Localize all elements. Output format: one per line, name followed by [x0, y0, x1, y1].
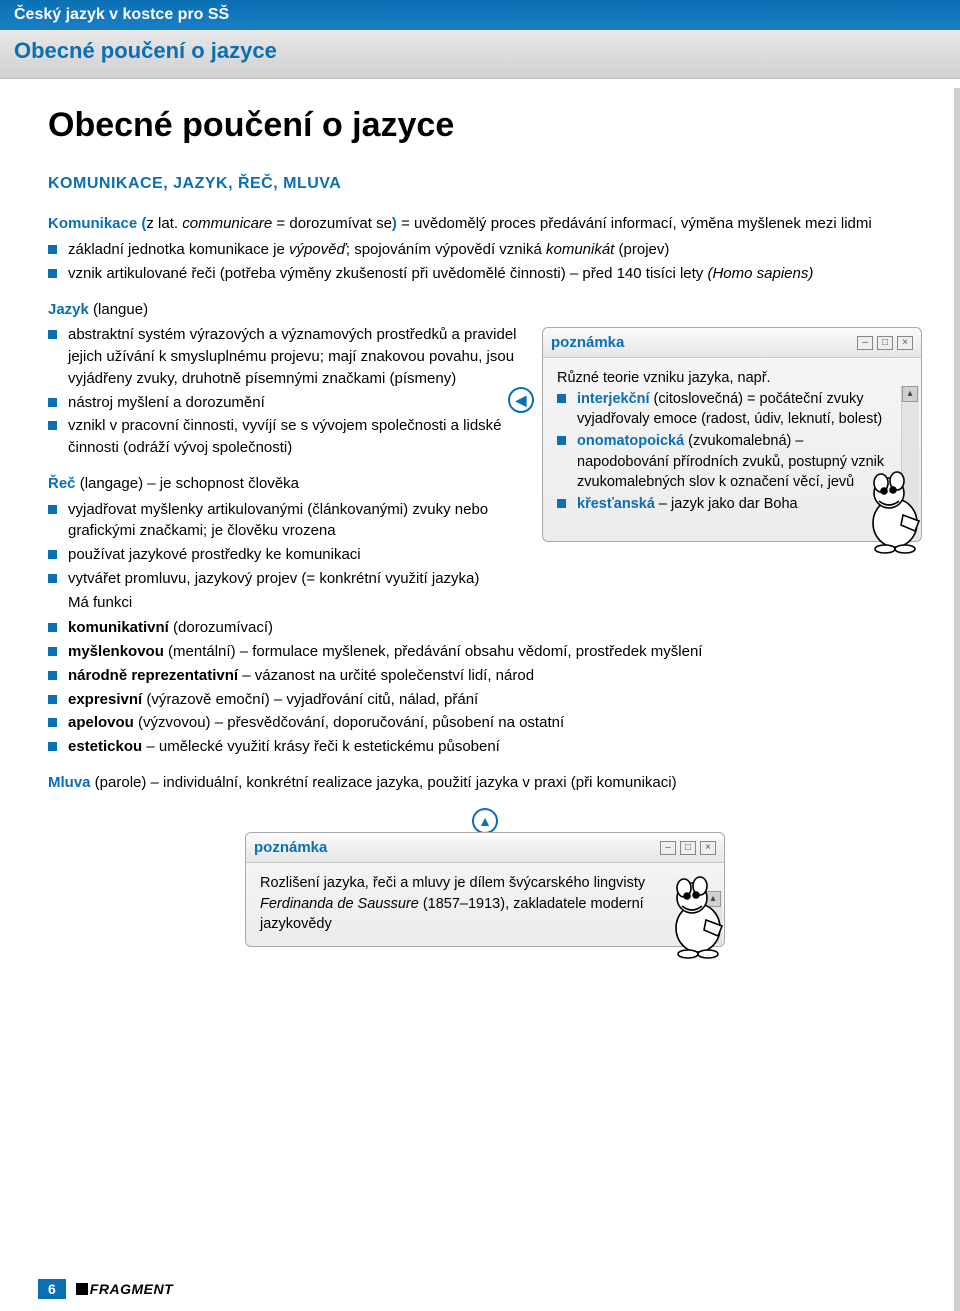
note1-title: poznámka [551, 332, 857, 354]
list-item: nástroj myšlení a dorozumění [48, 392, 518, 414]
note1-header: poznámka – □ × [543, 328, 921, 359]
rec-heading: Řeč (langage) – je schopnost člověka [48, 473, 518, 495]
jazyk-heading: Jazyk (langue) [48, 299, 518, 321]
note-box-1: poznámka – □ × ▴ Různé teorie vzniku jaz… [542, 327, 922, 542]
list-item: křesťanská – jazyk jako dar Boha [557, 494, 889, 514]
list-item: expresivní (výrazově emoční) – vyjadřová… [48, 689, 922, 711]
list-item: používat jazykové prostředky ke komunika… [48, 544, 518, 566]
left-column: Jazyk (langue) abstraktní systém výrazov… [48, 299, 518, 618]
book-title-banner: Český jazyk v kostce pro SŠ [0, 0, 960, 30]
list-item: myšlenkovou (mentální) – formulace myšle… [48, 641, 922, 663]
maximize-icon: □ [680, 841, 696, 855]
note-box-2: poznámka – □ × ▴ Rozlišení jazyka, řeči … [245, 832, 725, 948]
content-area: Obecné poučení o jazyce KOMUNIKACE, JAZY… [0, 79, 960, 1007]
section-heading: KOMUNIKACE, JAZYK, ŘEČ, MLUVA [48, 172, 922, 195]
two-column-row: Jazyk (langue) abstraktní systém výrazov… [48, 299, 922, 618]
arrow-up-icon: ▲ [472, 808, 498, 834]
mascot-icon-2 [654, 870, 738, 960]
chapter-banner: Obecné poučení o jazyce [0, 30, 960, 79]
window-controls-2: – □ × [660, 841, 716, 855]
komunikace-intro: Komunikace (z lat. communicare = dorozum… [48, 213, 922, 235]
ma-funkci: Má funkci [48, 592, 518, 614]
list-item: abstraktní systém výrazových a významový… [48, 324, 518, 389]
mluva-line: Mluva (parole) – individuální, konkrétní… [48, 772, 922, 794]
list-item: komunikativní (dorozumívací) [48, 617, 922, 639]
list-item: vznikl v pracovní činnosti, vyvíjí se s … [48, 415, 518, 459]
list-item: národně reprezentativní – vázanost na ur… [48, 665, 922, 687]
list-item: onomatopoická (zvukomalebná) – napodobov… [557, 431, 889, 492]
list-item: estetickou – umělecké využití krásy řeči… [48, 736, 922, 758]
minimize-icon: – [660, 841, 676, 855]
footer: 6 FRAGMENT [38, 1279, 173, 1299]
list-item: základní jednotka komunikace je výpověď;… [48, 239, 922, 261]
jazyk-list: abstraktní systém výrazových a významový… [48, 324, 518, 459]
maximize-icon: □ [877, 336, 893, 350]
rec-list-1: vyjadřovat myšlenky artikulovanými (člán… [48, 499, 518, 590]
list-item: vytvářet promluvu, jazykový projev (= ko… [48, 568, 518, 590]
komunikace-list: základní jednotka komunikace je výpověď;… [48, 239, 922, 285]
arrow-left-icon: ◀ [508, 387, 534, 413]
note2-title: poznámka [254, 837, 660, 859]
window-controls: – □ × [857, 336, 913, 350]
list-item: interjekční (citoslovečná) = počáteční z… [557, 389, 889, 430]
close-icon: × [700, 841, 716, 855]
publisher-logo: FRAGMENT [76, 1281, 173, 1297]
note2-body: ▴ Rozlišení jazyka, řeči a mluvy je díle… [246, 863, 724, 946]
page-number: 6 [38, 1279, 66, 1299]
minimize-icon: – [857, 336, 873, 350]
note2-text: Rozlišení jazyka, řeči a mluvy je dílem … [260, 873, 710, 934]
rec-list-2: komunikativní (dorozumívací)myšlenkovou … [48, 617, 922, 758]
note2-wrapper: ▲ poznámka – □ × ▴ Rozlišení jazyka, řeč… [245, 808, 725, 948]
note1-list: interjekční (citoslovečná) = počáteční z… [557, 389, 889, 515]
page-title: Obecné poučení o jazyce [48, 101, 922, 150]
page: Český jazyk v kostce pro SŠ Obecné pouče… [0, 0, 960, 1311]
list-item: vznik artikulované řeči (potřeba výměny … [48, 263, 922, 285]
scroll-up-icon: ▴ [902, 386, 918, 402]
list-item: vyjadřovat myšlenky artikulovanými (člán… [48, 499, 518, 543]
note2-header: poznámka – □ × [246, 833, 724, 864]
note1-intro: Různé teorie vzniku jazyka, např. [557, 368, 889, 388]
close-icon: × [897, 336, 913, 350]
right-column: ◀ poznámka – □ × ▴ [542, 299, 922, 542]
mascot-icon [851, 465, 935, 555]
list-item: apelovou (výzvovou) – přesvědčování, dop… [48, 712, 922, 734]
